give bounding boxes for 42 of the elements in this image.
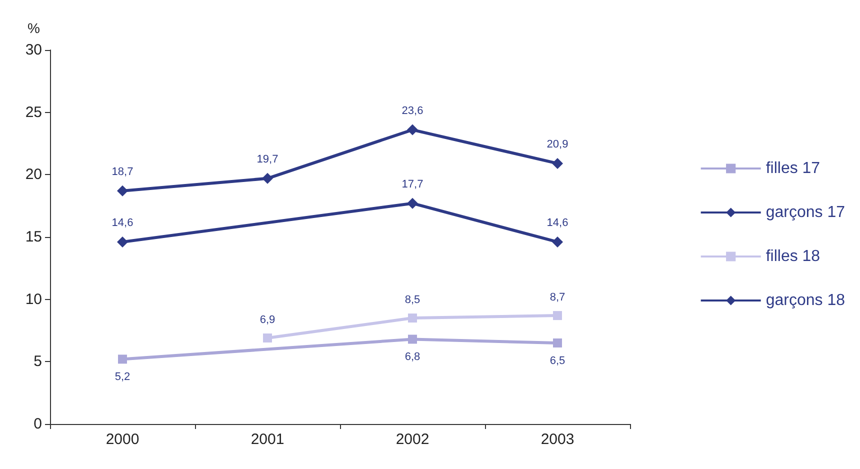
point: [408, 314, 417, 323]
data-label: 6,9: [260, 314, 276, 326]
data-label: 5,2: [114, 371, 130, 384]
point: [117, 236, 128, 248]
x-tick-label: 2003: [540, 431, 574, 448]
legend-label: filles 18: [766, 248, 820, 265]
y-tick-label: 0: [34, 416, 42, 432]
data-label: 20,9: [546, 138, 568, 150]
point: [552, 158, 563, 169]
data-label: 17,7: [402, 178, 424, 190]
point: [553, 311, 562, 320]
point: [407, 198, 418, 209]
y-tick-label: 25: [25, 104, 42, 121]
data-label: 8,5: [404, 294, 420, 306]
data-label: 14,6: [546, 216, 568, 229]
point: [553, 338, 562, 348]
data-label: 14,6: [112, 216, 134, 229]
y-tick-label: 15: [25, 228, 42, 246]
point: [262, 172, 273, 184]
x-tick-label: 2002: [396, 431, 430, 448]
data-label: 8,7: [550, 292, 566, 304]
point: [263, 333, 272, 342]
legend-label: garçons 17: [766, 204, 846, 221]
y-tick-label: 30: [25, 42, 42, 58]
point: [407, 124, 418, 136]
data-label: 19,7: [256, 153, 278, 166]
point: [408, 334, 417, 344]
data-label: 23,6: [402, 104, 424, 117]
y-tick-label: 20: [25, 166, 42, 184]
x-tick-label: 2000: [106, 431, 140, 448]
y-tick-label: 5: [34, 353, 42, 370]
point: [552, 236, 563, 248]
legend-label: filles 17: [766, 160, 820, 177]
y-tick-label: 10: [25, 290, 42, 308]
data-label: 18,7: [112, 166, 134, 178]
data-label: 6,5: [550, 354, 566, 367]
y-axis-title: %: [28, 20, 40, 36]
x-tick-label: 2001: [250, 431, 284, 448]
point: [118, 354, 127, 364]
data-label: 6,8: [404, 351, 420, 364]
point: [117, 185, 128, 196]
legend-label: garçons 18: [766, 292, 846, 309]
